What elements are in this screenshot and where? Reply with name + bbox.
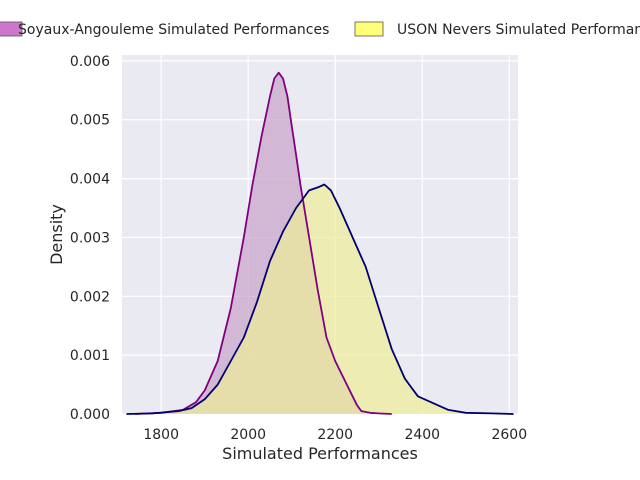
- x-tick-label: 2400: [404, 427, 440, 443]
- y-axis-ticks: 0.000 0.001 0.002 0.003 0.004 0.005 0.006: [70, 54, 110, 423]
- y-tick-label: 0.004: [70, 172, 110, 188]
- y-tick-label: 0.001: [70, 348, 110, 364]
- x-tick-label: 1800: [143, 427, 179, 443]
- y-axis-label: Density: [47, 204, 66, 265]
- legend: Soyaux-Angouleme Simulated Performances U…: [0, 21, 640, 38]
- y-tick-label: 0.006: [70, 54, 110, 70]
- y-tick-label: 0.003: [70, 230, 110, 246]
- uson-nevers-legend-swatch: [354, 21, 384, 37]
- uson-nevers-density-line: [126, 183, 514, 415]
- x-tick-label: 2000: [230, 427, 266, 443]
- soyaux-angouleme-density-area: [135, 72, 392, 414]
- x-axis-ticks: 1800 2000 2200 2400 2600: [143, 427, 527, 443]
- uson-nevers-legend-label: USON Nevers Simulated Performances: [397, 22, 640, 38]
- series-layer: [126, 71, 514, 415]
- soyaux-angouleme-legend-swatch: [0, 21, 23, 37]
- x-axis-label: Simulated Performances: [222, 444, 418, 463]
- x-tick-label: 2200: [317, 427, 353, 443]
- y-tick-label: 0.002: [70, 289, 110, 305]
- y-tick-label: 0.005: [70, 113, 110, 129]
- x-tick-label: 2600: [491, 427, 527, 443]
- soyaux-angouleme-legend-label: Soyaux-Angouleme Simulated Performances: [18, 22, 329, 38]
- soyaux-angouleme-density-line: [135, 71, 392, 415]
- y-tick-label: 0.000: [70, 407, 110, 423]
